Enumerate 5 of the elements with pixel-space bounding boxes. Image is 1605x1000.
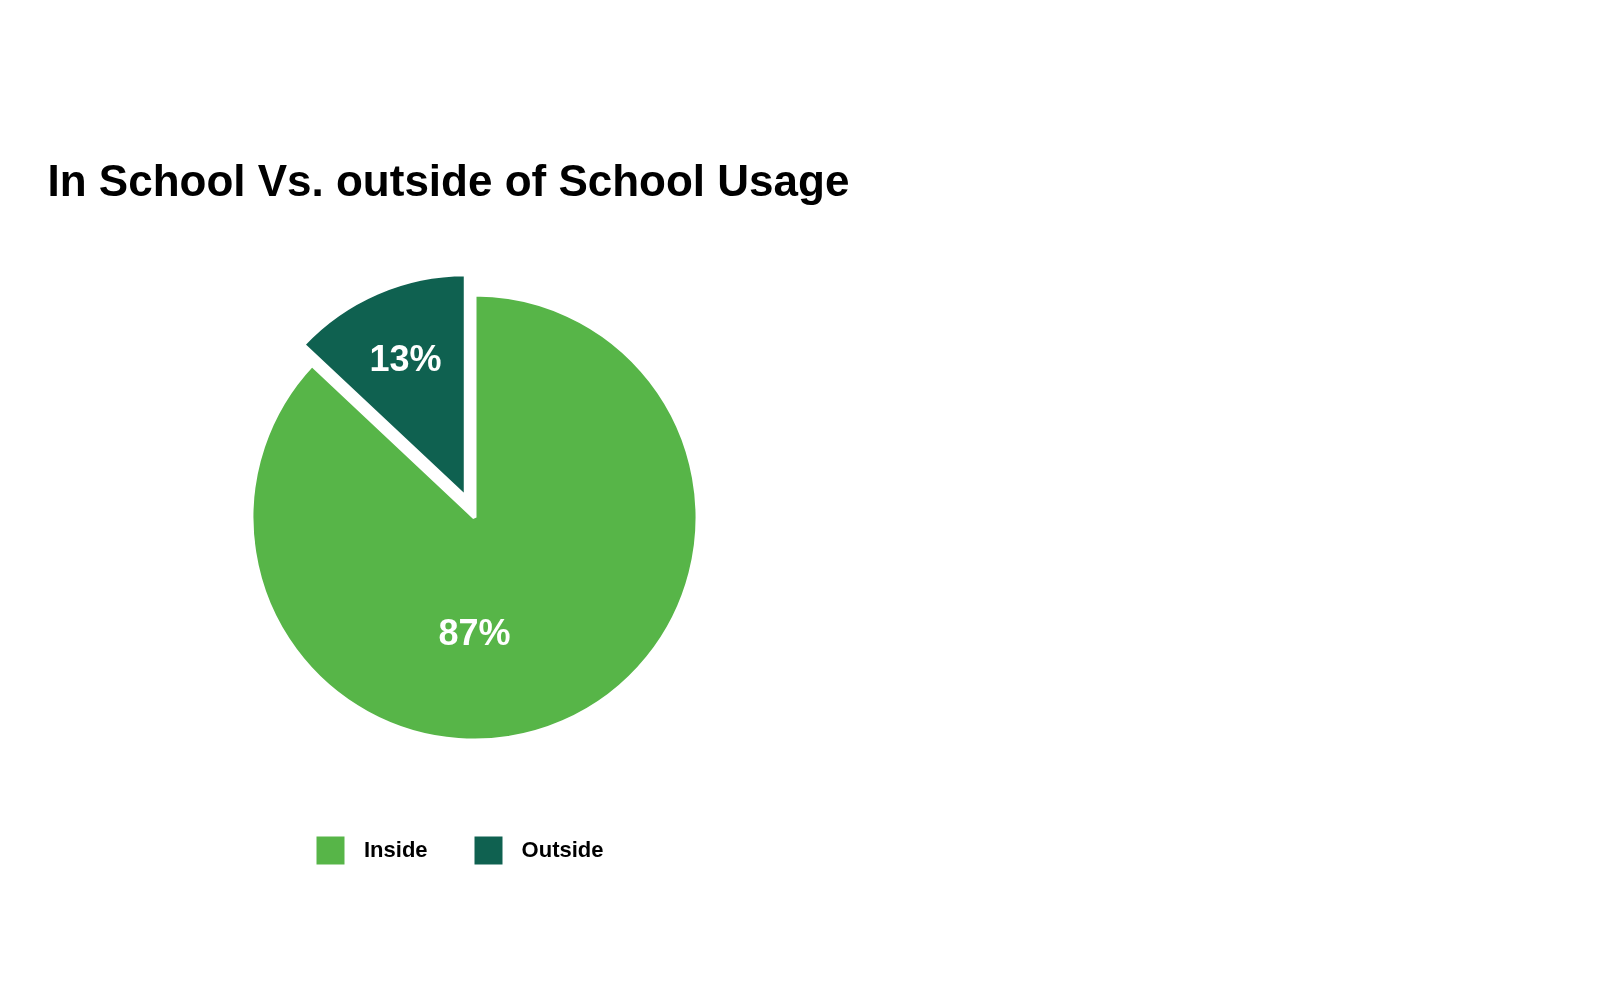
chart-title: In School Vs. outside of School Usage (47, 156, 850, 205)
legend-label: Inside (364, 837, 428, 863)
data-label: 87% (438, 612, 511, 653)
legend-label: Outside (521, 837, 604, 863)
data-label: 13% (369, 337, 442, 379)
